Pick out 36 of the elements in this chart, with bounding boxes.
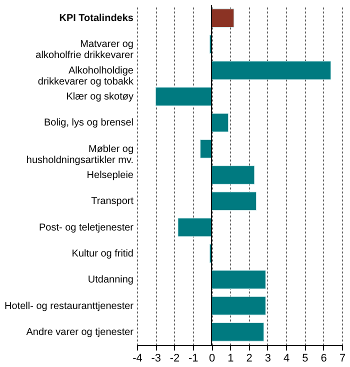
bar	[211, 270, 266, 290]
y-tick-label: Matvarer og alkoholfrie drikkevarer	[36, 39, 134, 62]
bar	[211, 322, 264, 342]
x-tick-label: -4	[132, 352, 142, 364]
bar	[211, 8, 234, 28]
bar	[200, 139, 212, 158]
x-tick-label: 7	[339, 352, 346, 364]
y-tick-label: Andre varer og tjenester	[26, 326, 134, 338]
bar	[211, 166, 255, 184]
x-tick-label: -1	[188, 352, 198, 364]
y-tick-label: Utdanning	[88, 274, 134, 286]
y-tick-label: KPI Totalindeks	[59, 13, 134, 24]
y-tick-label: Post- og teletjenester	[39, 222, 134, 234]
y-tick-label: Hotell- og restauranttjenester	[4, 300, 134, 312]
x-tick-label: -3	[151, 352, 162, 364]
y-tick-label: Klær og skotøy	[66, 92, 134, 103]
bar	[211, 296, 266, 316]
y-tick-label: Kultur og fritid	[72, 248, 134, 260]
x-tick-label: 6	[320, 352, 327, 364]
x-tick-label: -2	[170, 352, 180, 364]
x-tick-label: 5	[302, 352, 308, 364]
y-tick-label: Bolig, lys og brensel	[44, 118, 134, 129]
y-tick-label: Alkoholholdige drikkevarer og tobakk	[38, 65, 134, 88]
x-tick-label: 1	[228, 352, 234, 364]
bar	[211, 192, 257, 211]
x-tick-label: 3	[264, 352, 272, 364]
x-tick-label: 0	[208, 352, 216, 364]
y-tick-label: Møbler og husholdningsartikler mv.	[26, 144, 134, 166]
bar	[155, 87, 212, 106]
bar	[211, 113, 229, 132]
y-tick-label: Helsepleie	[86, 170, 134, 181]
y-tick-label: Transport	[91, 196, 134, 208]
bar	[211, 60, 332, 80]
x-tick-label: 2	[246, 352, 252, 364]
bar	[178, 218, 212, 237]
x-tick-label: 4	[284, 352, 290, 364]
